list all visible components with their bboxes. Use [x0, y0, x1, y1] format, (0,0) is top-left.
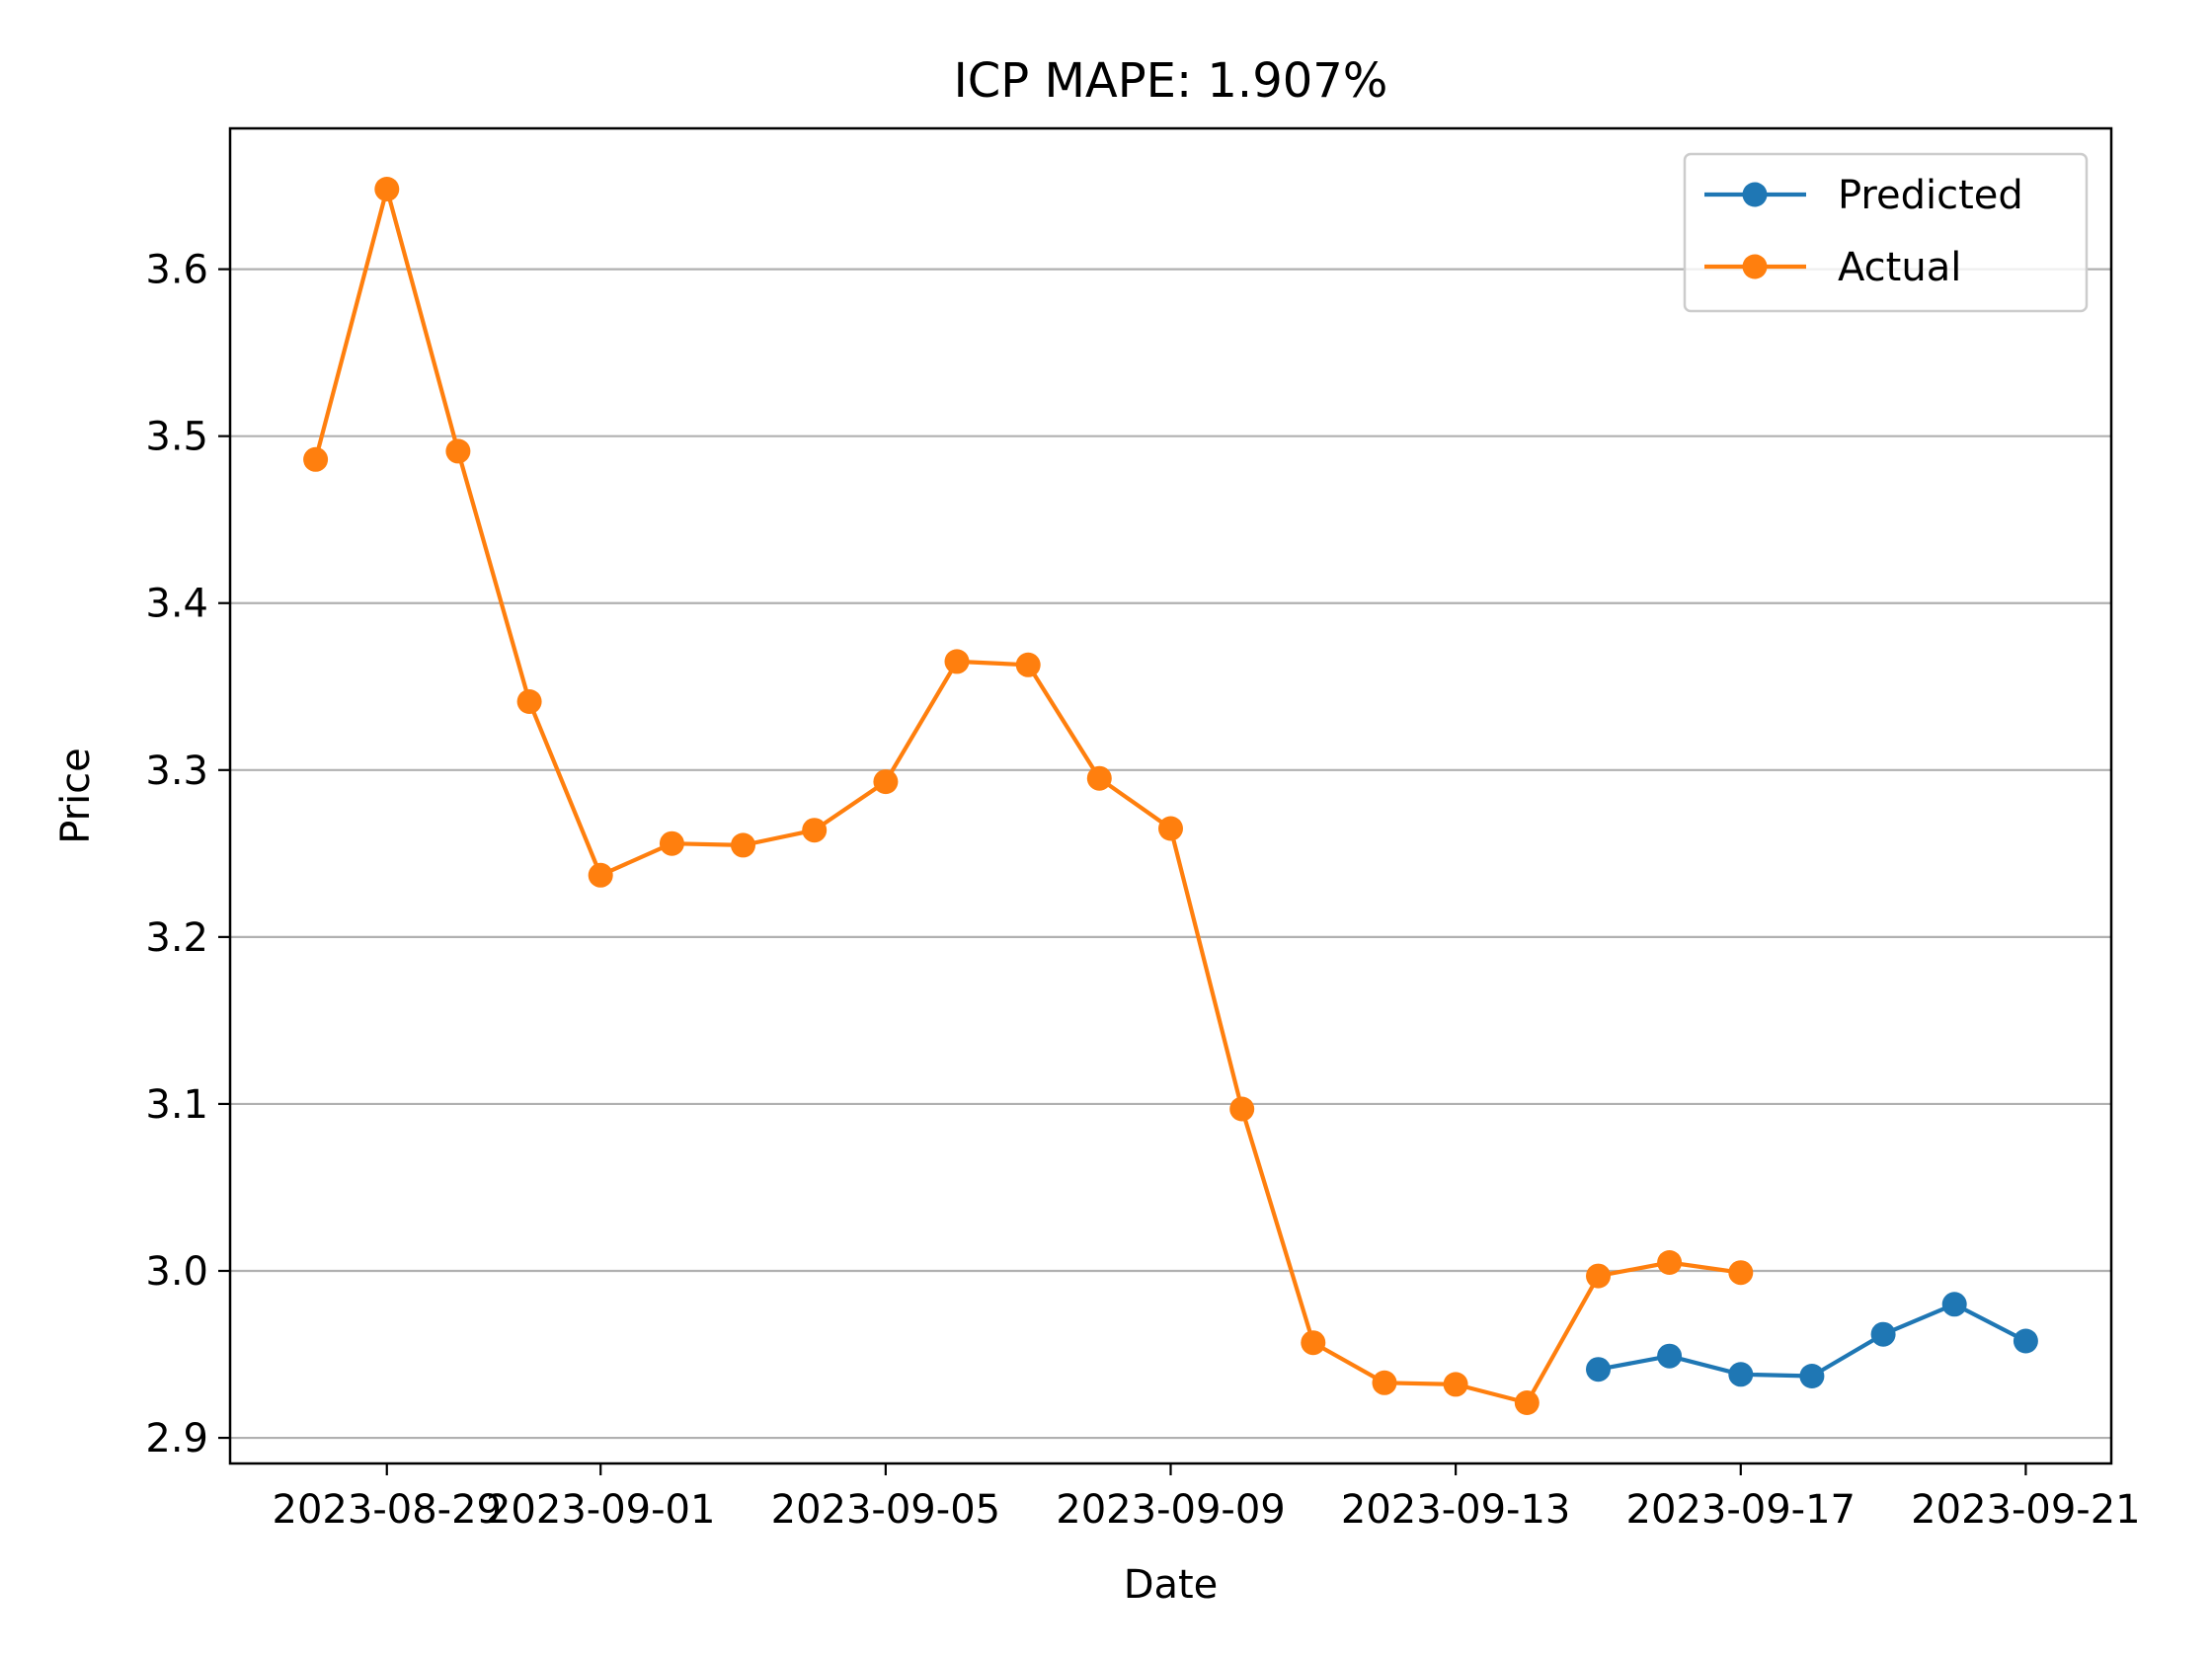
x-tick-label: 2023-09-17	[1626, 1487, 1856, 1533]
data-point-actual	[1158, 816, 1183, 841]
data-point-actual	[374, 177, 400, 201]
data-point-actual	[516, 689, 542, 714]
grid-lines	[230, 268, 2111, 1440]
y-tick-label: 3.0	[145, 1249, 208, 1295]
chart-title: ICP MAPE: 1.907%	[954, 53, 1388, 109]
data-point-predicted	[1941, 1292, 1967, 1317]
data-point-actual	[1301, 1330, 1326, 1356]
data-point-actual	[802, 818, 828, 843]
y-tick-label: 3.3	[145, 749, 208, 794]
series-layer	[303, 177, 2038, 1415]
x-tick-label: 2023-09-21	[1911, 1487, 2140, 1533]
x-axis-label: Date	[1124, 1562, 1219, 1608]
y-axis-label: Price	[53, 748, 99, 844]
data-point-predicted	[2013, 1328, 2038, 1354]
data-point-predicted	[1870, 1321, 1896, 1347]
data-point-actual	[944, 649, 970, 674]
axis-ticks: 2.93.03.13.23.33.43.53.62023-08-292023-0…	[145, 248, 2140, 1533]
data-point-actual	[1372, 1370, 1397, 1395]
y-tick-label: 2.9	[145, 1416, 208, 1462]
x-tick-label: 2023-09-05	[771, 1487, 1000, 1533]
data-point-actual	[1657, 1250, 1683, 1275]
data-point-actual	[303, 446, 329, 472]
legend-label-actual: Actual	[1838, 245, 1961, 290]
y-tick-label: 3.4	[145, 582, 208, 627]
y-tick-label: 3.2	[145, 915, 208, 961]
x-tick-label: 2023-09-09	[1056, 1487, 1285, 1533]
data-point-actual	[731, 832, 755, 858]
data-point-actual	[1586, 1263, 1611, 1289]
data-point-actual	[1086, 765, 1112, 791]
x-tick-label: 2023-08-29	[273, 1487, 502, 1533]
data-point-actual	[1229, 1096, 1255, 1122]
data-point-actual	[588, 862, 613, 888]
legend-label-predicted: Predicted	[1838, 173, 2023, 218]
data-point-actual	[1015, 652, 1041, 677]
legend-marker-actual	[1742, 254, 1768, 279]
legend-marker-predicted	[1742, 182, 1768, 207]
x-tick-label: 2023-09-01	[486, 1487, 715, 1533]
data-point-actual	[1443, 1372, 1468, 1397]
data-point-actual	[659, 830, 684, 856]
data-point-predicted	[1586, 1357, 1611, 1382]
legend: Predicted Actual	[1683, 152, 2089, 313]
data-point-predicted	[1799, 1364, 1825, 1388]
data-point-actual	[873, 769, 899, 795]
data-point-actual	[1728, 1260, 1754, 1286]
y-tick-label: 3.1	[145, 1082, 208, 1128]
y-tick-label: 3.5	[145, 415, 208, 460]
data-point-predicted	[1728, 1362, 1754, 1387]
x-tick-label: 2023-09-13	[1341, 1487, 1570, 1533]
y-tick-label: 3.6	[145, 248, 208, 293]
data-point-predicted	[1657, 1343, 1683, 1369]
data-point-actual	[445, 438, 471, 464]
data-point-actual	[1514, 1390, 1540, 1415]
